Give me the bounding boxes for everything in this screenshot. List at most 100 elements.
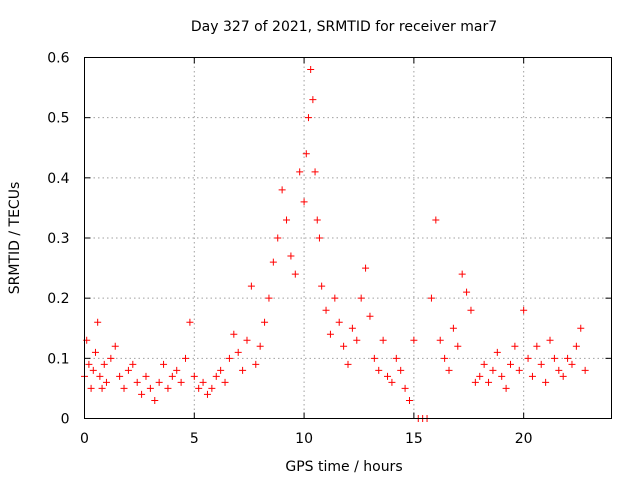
data-point [89, 366, 97, 374]
data-point [307, 66, 315, 74]
data-point [129, 360, 137, 368]
data-point [151, 396, 159, 404]
data-point [247, 282, 255, 290]
data-point [309, 96, 317, 104]
data-point [384, 372, 392, 380]
data-point [485, 378, 493, 386]
data-point [133, 378, 141, 386]
data-point [146, 384, 154, 392]
data-point [311, 168, 319, 176]
data-point [533, 342, 541, 350]
data-point [502, 384, 510, 392]
data-point [120, 384, 128, 392]
data-point [296, 168, 304, 176]
data-point [454, 342, 462, 350]
data-point [96, 372, 104, 380]
data-point [463, 288, 471, 296]
data-point [480, 360, 488, 368]
data-point [164, 384, 172, 392]
y-tick-label: 0.3 [47, 231, 69, 247]
data-point [177, 378, 185, 386]
data-point [559, 372, 567, 380]
data-point [274, 234, 282, 242]
data-point [348, 324, 356, 332]
x-tick-label: 10 [295, 431, 313, 447]
data-point [401, 384, 409, 392]
data-point [392, 354, 400, 362]
data-point [186, 318, 194, 326]
data-point [278, 186, 286, 194]
data-point [116, 372, 124, 380]
data-point [432, 216, 440, 224]
data-point [498, 372, 506, 380]
data-point [168, 372, 176, 380]
y-axis-label: SRMTID / TECUs [7, 182, 23, 295]
data-point [94, 318, 102, 326]
data-point [252, 360, 260, 368]
data-point [555, 366, 563, 374]
data-point [546, 336, 554, 344]
data-point [212, 372, 220, 380]
data-point [269, 258, 277, 266]
data-point [182, 354, 190, 362]
data-point [572, 342, 580, 350]
data-point [564, 354, 572, 362]
y-tick-label: 0.5 [47, 111, 69, 127]
data-point [542, 378, 550, 386]
x-tick-label: 5 [190, 431, 199, 447]
data-point [449, 324, 457, 332]
data-point [102, 378, 110, 386]
data-point [388, 378, 396, 386]
y-tick-label: 0.4 [47, 171, 69, 187]
x-tick-label: 15 [405, 431, 423, 447]
data-point [91, 348, 99, 356]
data-point [256, 342, 264, 350]
chart-title: Day 327 of 2021, SRMTID for receiver mar… [191, 19, 497, 35]
data-point [375, 366, 383, 374]
data-point [239, 366, 247, 374]
data-point [142, 372, 150, 380]
data-point [318, 282, 326, 290]
data-point [550, 354, 558, 362]
x-axis-label: GPS time / hours [285, 459, 402, 475]
y-tick-label: 0.2 [47, 291, 69, 307]
data-point [155, 378, 163, 386]
x-tick-label: 0 [80, 431, 89, 447]
data-point [225, 354, 233, 362]
data-point [370, 354, 378, 362]
data-point [515, 366, 523, 374]
data-point [467, 306, 475, 314]
data-point [524, 354, 532, 362]
data-point [208, 384, 216, 392]
data-point [111, 342, 119, 350]
data-point [441, 354, 449, 362]
data-point [203, 390, 211, 398]
data-point [217, 366, 225, 374]
data-point [436, 336, 444, 344]
data-point [221, 378, 229, 386]
data-point [190, 372, 198, 380]
data-point [85, 360, 93, 368]
y-tick-label: 0.1 [47, 351, 69, 367]
data-points [81, 66, 589, 422]
data-point [98, 384, 106, 392]
data-point [322, 306, 330, 314]
data-point [173, 366, 181, 374]
data-point [357, 294, 365, 302]
data-point [100, 360, 108, 368]
data-point [291, 270, 299, 278]
data-point [581, 366, 589, 374]
data-point [445, 366, 453, 374]
data-point [344, 360, 352, 368]
data-point [87, 384, 95, 392]
data-point [405, 396, 413, 404]
y-tick-labels: 0 0.1 0.2 0.3 0.4 0.5 0.6 [47, 51, 69, 428]
data-point [315, 234, 323, 242]
data-point [353, 336, 361, 344]
data-point [537, 360, 545, 368]
data-point [138, 390, 146, 398]
data-point [476, 372, 484, 380]
data-point [234, 348, 242, 356]
data-point [287, 252, 295, 260]
